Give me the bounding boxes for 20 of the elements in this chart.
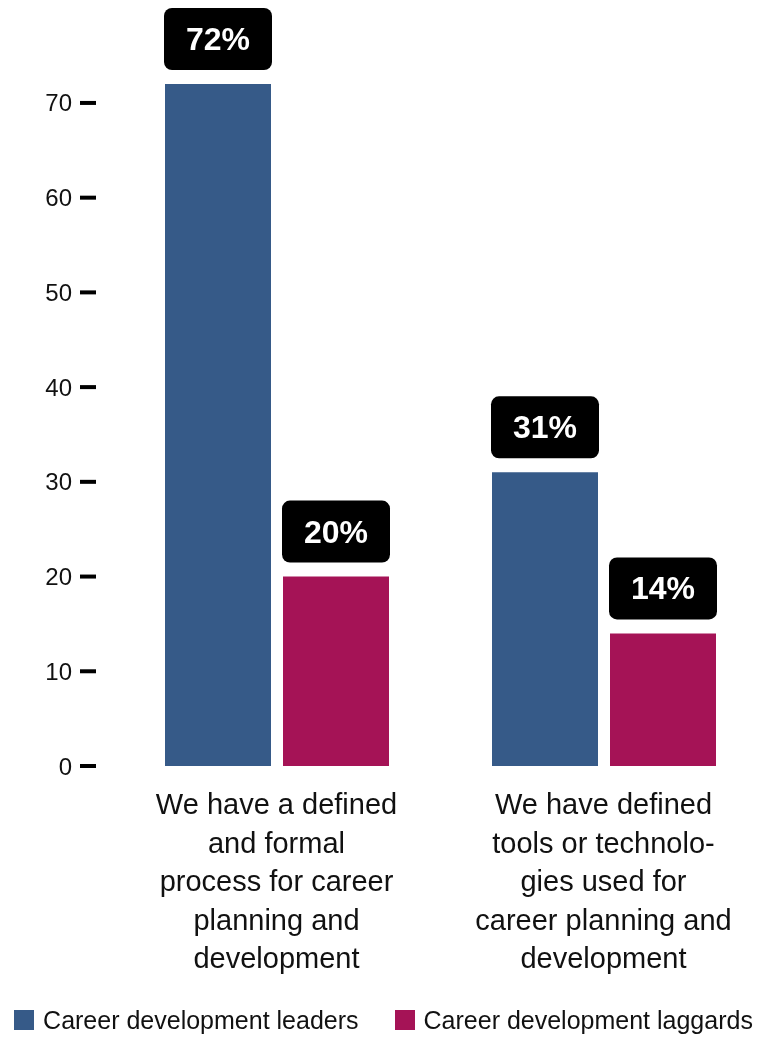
x-tick-label: We have defined tools or technolo- gies used for career planning and development <box>475 788 732 974</box>
bar <box>492 472 598 766</box>
y-tick-label: 40 <box>45 373 72 401</box>
bar <box>610 633 716 766</box>
x-tick-label: We have a defined and formal process for career planning and development <box>155 788 398 974</box>
bar <box>283 576 389 766</box>
bar <box>165 84 271 766</box>
data-label: 72% <box>185 21 251 57</box>
data-label: 31% <box>512 409 578 446</box>
y-tick-label: 0 <box>58 752 72 780</box>
y-tick-label: 50 <box>45 278 72 306</box>
legend-label: Career development leaders <box>43 1005 359 1035</box>
y-tick-label: 30 <box>45 468 72 496</box>
y-tick-label: 20 <box>45 563 72 591</box>
data-label: 20% <box>303 513 369 550</box>
data-label: 14% <box>630 570 696 607</box>
legend-label: Career development laggards <box>423 1005 753 1035</box>
y-tick-label: 60 <box>45 184 72 212</box>
y-tick-label: 10 <box>45 657 72 685</box>
y-tick-label: 70 <box>45 89 72 117</box>
